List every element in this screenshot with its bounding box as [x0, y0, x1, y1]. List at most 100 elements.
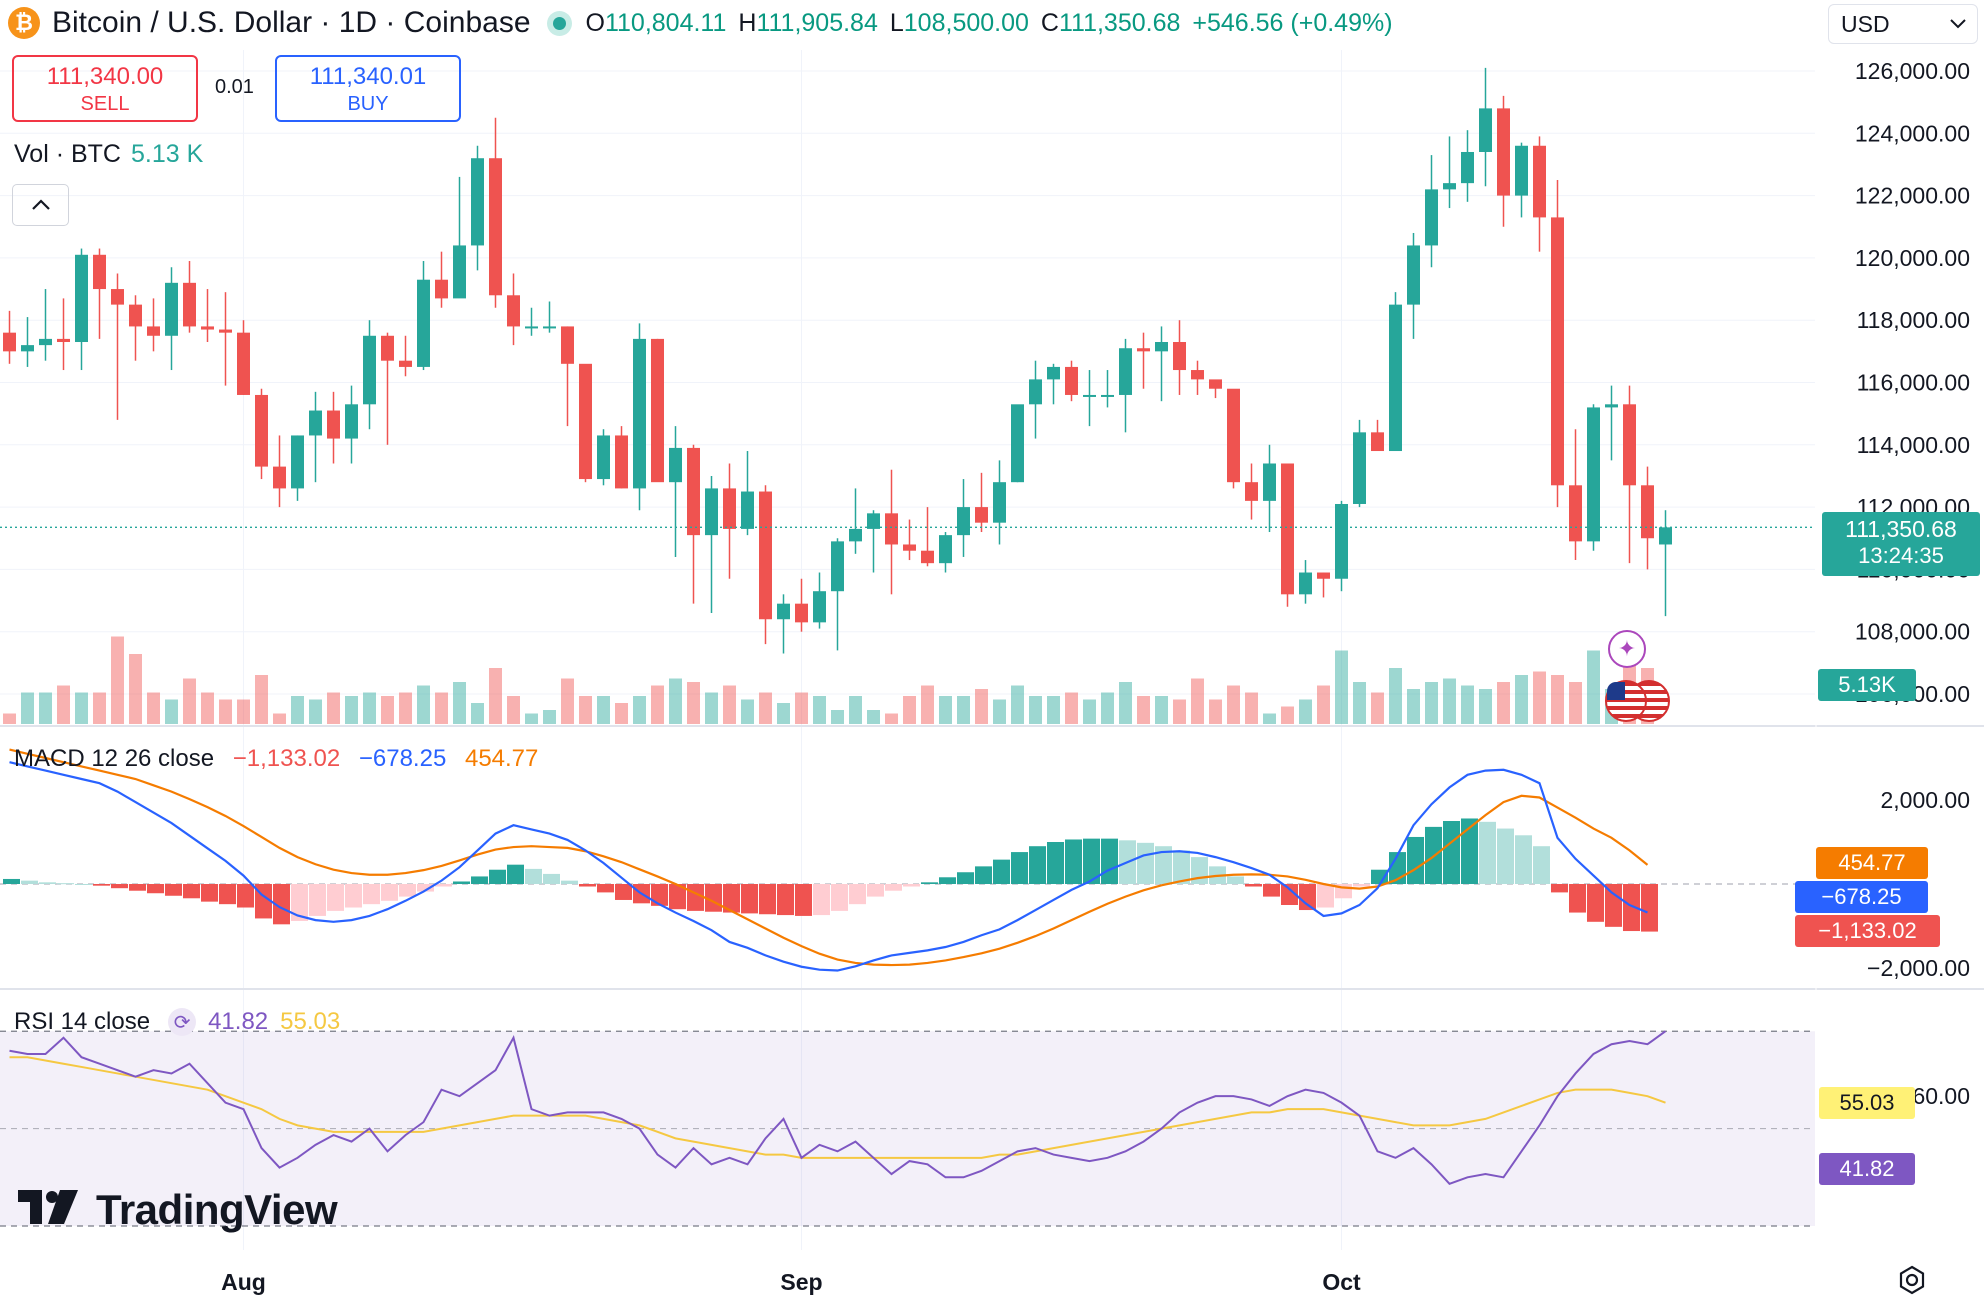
macd-histogram-bar — [183, 884, 200, 899]
macd-histogram-bar — [471, 876, 488, 884]
currency-value: USD — [1841, 10, 1890, 37]
settings-gear-icon[interactable] — [1896, 1264, 1928, 1296]
candle-body — [471, 158, 484, 246]
candle-body — [3, 332, 16, 352]
macd-histogram-bar — [1227, 876, 1244, 884]
macd-histogram-bar — [741, 884, 758, 914]
price-axis-tick: 108,000.00 — [1855, 619, 1970, 645]
candle-body — [489, 158, 502, 296]
macd-histogram-bar — [1317, 884, 1334, 908]
macd-histogram-bar — [777, 884, 794, 916]
macd-histogram-bar — [111, 884, 128, 889]
macd-signal-line — [9, 748, 1649, 967]
macd-histogram-bar — [885, 884, 902, 891]
currency-select[interactable]: USD — [1828, 4, 1978, 44]
macd-histogram-bar — [579, 884, 596, 887]
volume-value-label: 5.13K — [1818, 669, 1916, 701]
volume-bar — [741, 699, 754, 724]
volume-bar — [1245, 692, 1258, 724]
candle-body — [885, 513, 898, 545]
volume-bar — [1371, 692, 1384, 724]
macd-histogram-bar — [1047, 842, 1064, 884]
macd-legend-macd: −678.25 — [358, 745, 447, 772]
candle-body — [39, 338, 52, 346]
macd-histogram-bar — [1641, 884, 1658, 932]
ai-insight-icon[interactable]: ✦ — [1608, 630, 1646, 668]
rsi-line — [9, 1030, 1667, 1185]
macd-histogram-bar — [399, 884, 416, 897]
volume-bar — [1551, 675, 1564, 724]
volume-bar — [489, 668, 502, 724]
volume-bar — [1173, 699, 1186, 724]
macd-histogram-bar — [921, 882, 938, 884]
volume-bar — [705, 692, 718, 724]
buy-button[interactable]: 111,340.01 BUY — [275, 55, 461, 122]
candle-body — [291, 435, 304, 489]
tradingview-logo[interactable]: TradingView — [18, 1185, 338, 1235]
symbol-title[interactable]: Bitcoin / U.S. Dollar · 1D · Coinbase — [52, 6, 531, 39]
candle-body — [165, 282, 178, 336]
candle-body — [75, 254, 88, 343]
last-price-label: 111,350.68 13:24:35 — [1822, 512, 1980, 576]
volume-bar — [813, 696, 826, 724]
macd-histogram-bar — [651, 884, 668, 906]
volume-bar — [147, 692, 160, 724]
candle-body — [1425, 189, 1438, 246]
macd-histogram-bar — [1155, 846, 1172, 884]
candle-body — [993, 482, 1006, 523]
candle-body — [1119, 348, 1132, 395]
candle-body — [1533, 145, 1546, 218]
volume-bar — [795, 692, 808, 724]
market-status-icon[interactable] — [552, 16, 566, 30]
volume-bar — [417, 685, 430, 724]
macd-axis-tick: −2,000.00 — [1867, 955, 1970, 981]
macd-histogram-bar — [1083, 838, 1100, 884]
refresh-icon[interactable]: ⟳ — [168, 1008, 197, 1036]
candle-body — [327, 410, 340, 439]
candle-body — [579, 363, 592, 480]
macd-histogram-bar — [1371, 869, 1388, 884]
volume-bar — [1389, 668, 1402, 724]
macd-histogram-bar — [1443, 821, 1460, 884]
volume-legend[interactable]: Vol · BTC 5.13 K — [14, 140, 203, 169]
volume-bar — [1569, 682, 1582, 724]
candle-body — [147, 326, 160, 336]
candle-body — [1029, 379, 1042, 405]
collapse-legend-button[interactable] — [12, 184, 69, 226]
candle-body — [1011, 404, 1024, 483]
volume-bar — [543, 710, 556, 724]
volume-bar — [1299, 699, 1312, 724]
macd-histogram-bar — [543, 873, 560, 884]
macd-legend[interactable]: MACD 12 26 close −1,133.02 −678.25 454.7… — [14, 745, 538, 773]
volume-bar — [831, 710, 844, 724]
macd-histogram-bar — [489, 869, 506, 884]
sell-button[interactable]: 111,340.00 SELL — [12, 55, 198, 122]
macd-histogram-bar — [1101, 838, 1118, 884]
rsi-axis-tick: 60.00 — [1912, 1083, 1970, 1109]
volume-bar — [1407, 689, 1420, 724]
volume-bar — [219, 699, 232, 724]
price-axis-tick: 116,000.00 — [1857, 370, 1970, 396]
us-flag-event-icon-2[interactable] — [1605, 680, 1647, 722]
candle-body — [1083, 394, 1096, 397]
rsi-legend[interactable]: RSI 14 close ⟳ 41.82 55.03 — [14, 1008, 340, 1036]
volume-bar — [1029, 696, 1042, 724]
ohlc-high: H111,905.84 — [738, 8, 878, 37]
volume-bar — [975, 689, 988, 724]
candle-body — [1623, 404, 1636, 486]
volume-bar — [1461, 685, 1474, 724]
macd-histogram-bar — [345, 884, 362, 908]
macd-legend-signal: 454.77 — [464, 745, 539, 772]
macd-histogram-bar — [381, 884, 398, 901]
volume-bar — [1209, 699, 1222, 724]
macd-legend-hist: −1,133.02 — [232, 745, 341, 772]
rsi-legend-ma: 55.03 — [280, 1008, 341, 1035]
macd-histogram-bar — [1299, 884, 1316, 911]
candle-body — [633, 338, 646, 489]
candle-body — [759, 491, 772, 620]
macd-histogram-bar — [795, 884, 812, 916]
rsi-ma-label: 55.03 — [1819, 1087, 1915, 1119]
candle-body — [867, 513, 880, 529]
macd-histogram-bar — [597, 884, 614, 893]
